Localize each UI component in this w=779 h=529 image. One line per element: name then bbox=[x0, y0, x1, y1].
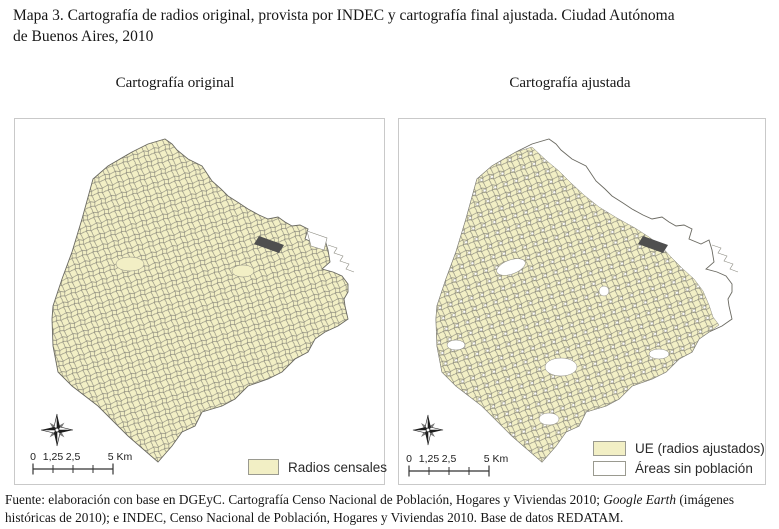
unpopulated-area bbox=[446, 339, 466, 351]
scale-label-25: 2,5 bbox=[442, 453, 457, 465]
figure-title-line2: de Buenos Aires, 2010 bbox=[13, 28, 154, 45]
port-area bbox=[306, 230, 328, 251]
compass-rose-icon bbox=[412, 414, 444, 446]
scale-label-5km: 5 Km bbox=[484, 453, 509, 465]
scale-label-0: 0 bbox=[406, 453, 412, 465]
subtitle-cartografia-ajustada: Cartografía ajustada bbox=[509, 75, 631, 91]
unpopulated-area bbox=[496, 258, 526, 276]
legend-label-ue: UE (radios ajustados) bbox=[635, 441, 765, 456]
map-panel-adjusted: 0 1,25 2,5 5 Km UE (radios ajustados) Ár… bbox=[398, 118, 766, 485]
dock-outline bbox=[327, 244, 355, 273]
figure-title: Mapa 3. Cartografía de radios original, … bbox=[13, 5, 771, 47]
adjusted-units-area bbox=[435, 146, 720, 463]
legend-label-radios-censales: Radios censales bbox=[288, 459, 388, 475]
scale-label-25: 2,5 bbox=[66, 451, 81, 463]
scale-label-125: 1,25 bbox=[43, 451, 64, 463]
legend-radios-censales: Radios censales bbox=[248, 459, 387, 475]
unpopulated-area bbox=[598, 285, 610, 297]
railyard-block bbox=[254, 236, 284, 253]
map-panel-original: 0 1,25 2,5 5 Km Radios censales bbox=[14, 118, 387, 485]
census-map-original bbox=[51, 138, 355, 463]
census-map-adjusted bbox=[435, 138, 739, 463]
city-boundary bbox=[51, 138, 349, 463]
source-note: Fuente: elaboración con base en DGEyC. C… bbox=[5, 491, 777, 526]
open-block bbox=[115, 256, 145, 272]
figure-title-line1: Mapa 3. Cartografía de radios original, … bbox=[13, 7, 675, 24]
unpopulated-area bbox=[538, 412, 560, 426]
unpopulated-area bbox=[544, 357, 578, 377]
legend-swatch-ue bbox=[593, 441, 626, 456]
railyard-block bbox=[638, 236, 668, 253]
source-text-italic: Google Earth bbox=[603, 492, 677, 507]
scale-bar: 0 1,25 2,5 5 Km bbox=[406, 453, 509, 477]
legend-ue-radios-ajustados: UE (radios ajustados) bbox=[593, 441, 765, 456]
scale-label-125: 1,25 bbox=[419, 453, 440, 465]
legend-areas-sin-poblacion: Áreas sin población bbox=[593, 461, 753, 476]
subtitle-cartografia-original: Cartografía original bbox=[115, 75, 235, 91]
legend-swatch-radios-censales bbox=[248, 459, 279, 475]
open-block bbox=[231, 264, 255, 278]
scale-bar: 0 1,25 2,5 5 Km bbox=[30, 451, 133, 475]
source-text-prefix: Fuente: elaboración con base en DGEyC. C… bbox=[5, 492, 604, 507]
unpopulated-area bbox=[648, 348, 670, 360]
source-text-suffix: (imágenes históricas de 2010); e INDEC, … bbox=[5, 492, 734, 525]
legend-swatch-areas-sin-poblacion bbox=[593, 461, 626, 476]
dock-outline bbox=[711, 244, 739, 273]
legend-label-areas-sin-poblacion: Áreas sin población bbox=[635, 461, 753, 476]
scale-label-0: 0 bbox=[30, 451, 36, 463]
compass-rose-icon bbox=[40, 413, 74, 447]
scale-label-5km: 5 Km bbox=[108, 451, 133, 463]
